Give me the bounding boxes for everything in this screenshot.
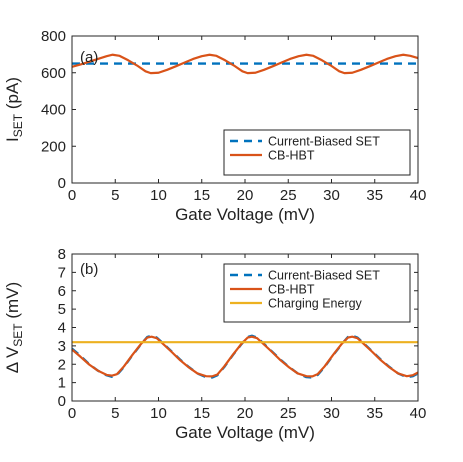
y-tick-label: 6 [58,283,66,300]
legend-box [223,129,411,176]
panel-label: (a) [80,49,98,66]
y-tick-label: 200 [41,138,66,155]
legend-label-cb-hbt: CB-HBT [268,149,315,163]
x-tick-label: 0 [68,405,76,422]
x-tick-label: 0 [68,187,76,204]
x-axis-label: Gate Voltage (mV) [175,423,315,442]
x-axis-label: Gate Voltage (mV) [175,205,315,224]
y-axis-label: Δ VSET (mV) [3,282,25,373]
legend-label-current-biased-set: Current-Biased SET [268,269,380,283]
y-axis-label-main: Δ V [3,346,22,373]
series-group [71,53,419,75]
y-tick-label: 400 [41,102,66,119]
x-tick-label: 10 [150,187,167,204]
y-tick-label: 5 [58,301,66,318]
y-tick-label: 4 [58,320,66,337]
x-tick-label: 35 [366,187,383,204]
y-axis-label-subscript: SET [11,113,25,137]
y-tick-label: 600 [41,65,66,82]
x-tick-label: 25 [280,187,297,204]
axes-frame [71,35,419,184]
x-tick-label: 10 [150,405,167,422]
axes-frame [71,253,419,402]
y-axis-label-unit: (mV) [3,282,22,324]
x-tick-label: 30 [323,187,340,204]
x-tick-label: 25 [280,405,297,422]
y-tick-label: 0 [58,175,66,192]
x-tick-label: 30 [323,405,340,422]
y-tick-label: 800 [41,28,66,45]
y-tick-label: 3 [58,338,66,355]
legend-label-current-biased-set: Current-Biased SET [268,135,380,149]
x-tick-label: 5 [111,405,119,422]
y-axis-label-unit: (pA) [3,77,22,114]
y-axis-label: ISET (pA) [3,77,25,142]
legend-label-cb-hbt: CB-HBT [268,283,315,297]
x-tick-label: 5 [111,187,119,204]
y-axis-label-main: I [3,137,22,142]
panel-label: (b) [80,261,98,278]
y-tick-label: 1 [58,375,66,392]
y-tick-label: 0 [58,393,66,410]
y-tick-label: 2 [58,356,66,373]
series-line-cb-hbt [71,335,419,378]
x-tick-label: 15 [193,187,210,204]
y-axis-label-subscript: SET [11,323,25,347]
x-tick-label: 40 [410,187,427,204]
series-line-cb-hbt [71,53,419,75]
x-tick-label: 15 [193,405,210,422]
y-tick-label: 7 [58,264,66,281]
x-tick-label: 20 [237,187,254,204]
y-tick-label: 8 [58,246,66,263]
series-group [71,334,419,379]
x-tick-label: 40 [410,405,427,422]
x-tick-label: 35 [366,405,383,422]
legend-box [223,263,411,323]
x-tick-label: 20 [237,405,254,422]
legend-label-charging-energy: Charging Energy [268,297,363,311]
